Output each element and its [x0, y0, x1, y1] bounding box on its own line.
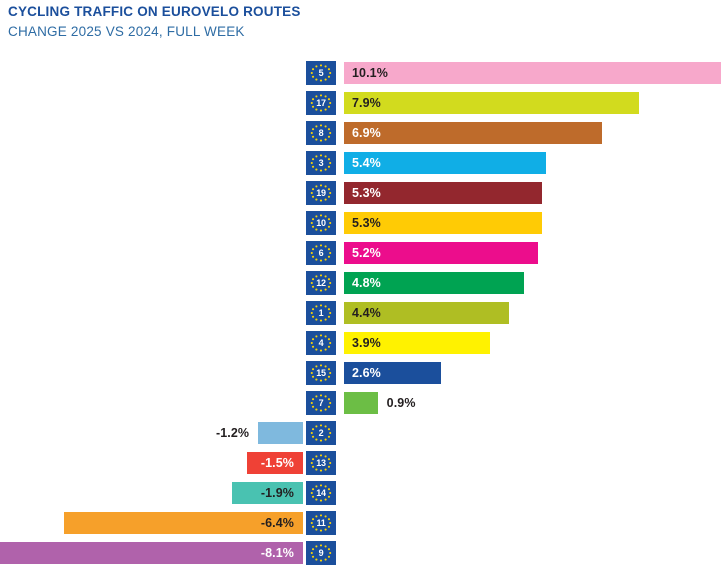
eurovelo-badge-17: 17: [306, 91, 336, 115]
route-number-label: 7: [318, 398, 324, 408]
route-number-label: 15: [316, 368, 326, 378]
bar-route-1: [344, 302, 509, 324]
eurovelo-badge-10: 10: [306, 211, 336, 235]
page-subtitle: CHANGE 2025 VS 2024, FULL WEEK: [8, 24, 245, 39]
eurovelo-badge-14: 14: [306, 481, 336, 505]
eurovelo-badge-12: 12: [306, 271, 336, 295]
bar-route-19: [344, 182, 543, 204]
bar-value-label: -1.5%: [260, 456, 294, 470]
route-number-label: 1: [318, 308, 324, 318]
route-number-label: 9: [318, 548, 324, 558]
route-number-label: 10: [316, 218, 326, 228]
chart-row: 5.3% 19: [0, 178, 721, 208]
chart-row: 3.9% 4: [0, 328, 721, 358]
eurovelo-badge-2: 2: [306, 421, 336, 445]
eurovelo-badge-8: 8: [306, 121, 336, 145]
bar-value-label: 7.9%: [352, 96, 381, 110]
route-number-label: 2: [318, 428, 324, 438]
chart-row: 0.9% 7: [0, 388, 721, 418]
route-number-label: 8: [318, 128, 324, 138]
route-number-label: 19: [316, 188, 326, 198]
bar-value-label: 4.4%: [352, 306, 381, 320]
chart-row: 5.2% 6: [0, 238, 721, 268]
bar-value-label: -6.4%: [260, 516, 294, 530]
chart-row: -1.5% 13: [0, 448, 721, 478]
bar-value-label: -1.9%: [260, 486, 294, 500]
bar-route-6: [344, 242, 539, 264]
chart-row: -1.9% 14: [0, 478, 721, 508]
bar-value-label: 5.4%: [352, 156, 381, 170]
bar-route-13: [246, 452, 303, 474]
eurovelo-bar-chart: 10.1% 5 7.9% 17 6.9% 8 5.4% 3 5.3% 19 5.3% 10 5.2% 6 4…: [0, 58, 721, 565]
eurovelo-badge-7: 7: [306, 391, 336, 415]
route-number-label: 5: [318, 68, 324, 78]
bar-value-label: 3.9%: [352, 336, 381, 350]
chart-row: -6.4% 11: [0, 508, 721, 538]
eurovelo-badge-5: 5: [306, 61, 336, 85]
route-number-label: 13: [316, 458, 326, 468]
bar-value-label: -8.1%: [260, 546, 294, 560]
eurovelo-badge-1: 1: [306, 301, 336, 325]
chart-row: 5.4% 3: [0, 148, 721, 178]
bar-value-label: 2.6%: [352, 366, 381, 380]
route-number-label: 6: [318, 248, 324, 258]
route-number-label: 11: [316, 518, 326, 528]
bar-route-8: [344, 122, 603, 144]
chart-row: 4.4% 1: [0, 298, 721, 328]
chart-row: -1.2% 2: [0, 418, 721, 448]
eurovelo-badge-4: 4: [306, 331, 336, 355]
eurovelo-badge-6: 6: [306, 241, 336, 265]
bar-value-label: 0.9%: [386, 396, 416, 410]
bar-value-label: 10.1%: [352, 66, 388, 80]
bar-route-7: [344, 392, 378, 414]
bar-route-5: [344, 62, 721, 84]
eurovelo-badge-13: 13: [306, 451, 336, 475]
eurovelo-badge-11: 11: [306, 511, 336, 535]
bar-route-10: [344, 212, 543, 234]
route-number-label: 4: [318, 338, 324, 348]
chart-row: 7.9% 17: [0, 88, 721, 118]
bar-value-label: 5.3%: [352, 216, 381, 230]
bar-value-label: 5.3%: [352, 186, 381, 200]
bar-route-15: [344, 362, 442, 384]
bar-route-17: [344, 92, 640, 114]
chart-row: 6.9% 8: [0, 118, 721, 148]
route-number-label: 12: [316, 278, 326, 288]
eurovelo-badge-15: 15: [306, 361, 336, 385]
chart-row: 2.6% 15: [0, 358, 721, 388]
bar-value-label: -1.2%: [215, 426, 250, 440]
bar-route-14: [231, 482, 303, 504]
eurovelo-badge-9: 9: [306, 541, 336, 565]
chart-row: 4.8% 12: [0, 268, 721, 298]
chart-row: 10.1% 5: [0, 58, 721, 88]
bar-route-4: [344, 332, 490, 354]
bar-route-12: [344, 272, 524, 294]
bar-route-2: [258, 422, 303, 444]
bar-value-label: 6.9%: [352, 126, 381, 140]
route-number-label: 17: [316, 98, 326, 108]
bar-value-label: 5.2%: [352, 246, 381, 260]
chart-row: -8.1% 9: [0, 538, 721, 568]
eurovelo-badge-19: 19: [306, 181, 336, 205]
bar-value-label: 4.8%: [352, 276, 381, 290]
bar-route-11: [63, 512, 303, 534]
route-number-label: 14: [316, 488, 326, 498]
page-title: CYCLING TRAFFIC ON EUROVELO ROUTES: [8, 4, 301, 19]
route-number-label: 3: [318, 158, 324, 168]
chart-header: CYCLING TRAFFIC ON EUROVELO ROUTES CHANG…: [8, 4, 648, 40]
eurovelo-badge-3: 3: [306, 151, 336, 175]
chart-row: 5.3% 10: [0, 208, 721, 238]
bar-route-3: [344, 152, 546, 174]
